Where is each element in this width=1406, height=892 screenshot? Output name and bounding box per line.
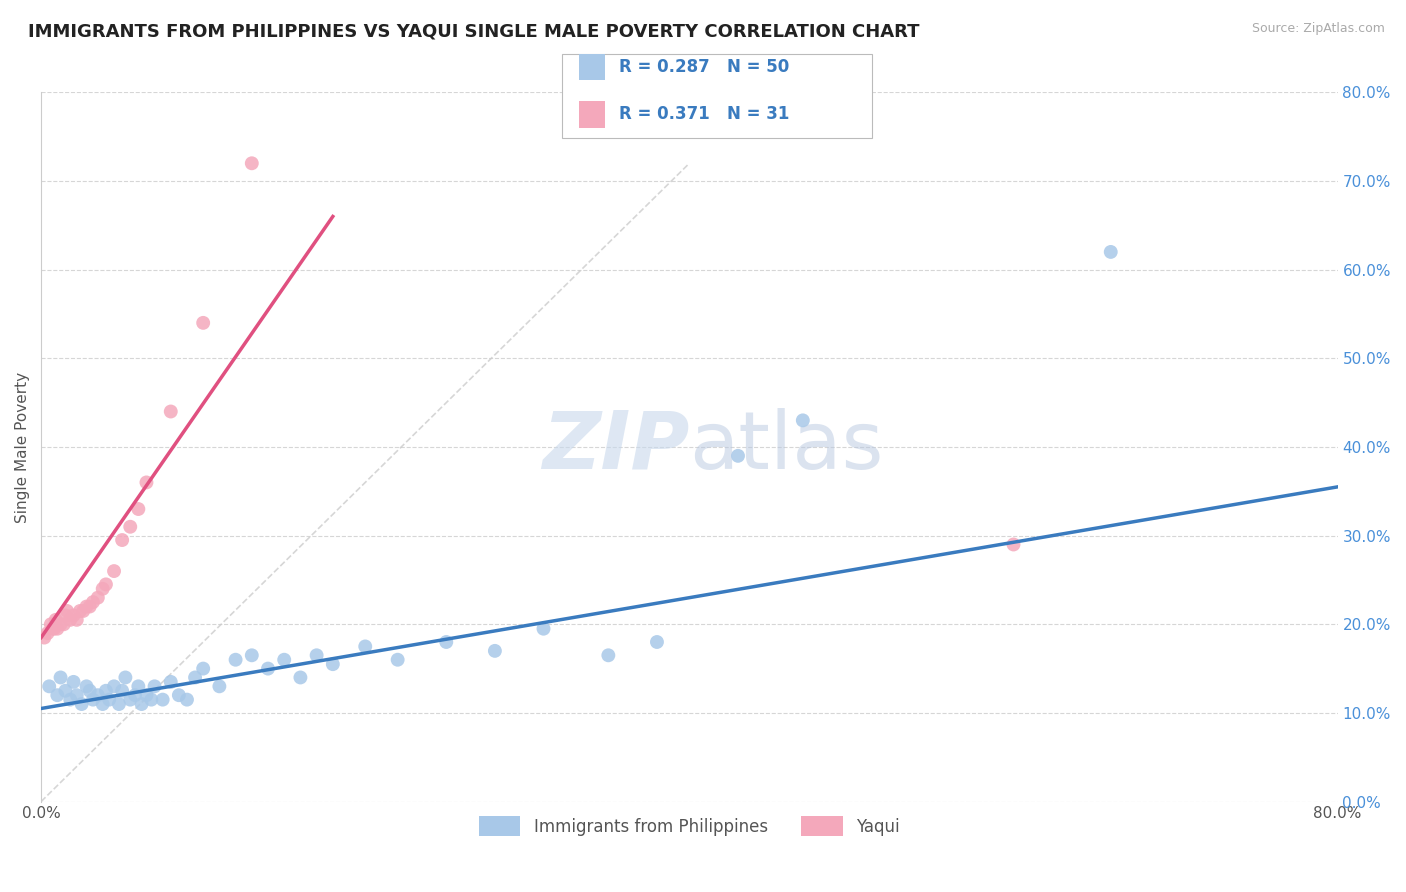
Point [87,591,110,605]
Point [56,604,79,618]
Point [645,635,668,649]
Text: Source: ZipAtlas.com: Source: ZipAtlas.com [1251,22,1385,36]
Point [131,697,153,711]
Point [103,564,125,578]
Point [76,679,98,693]
Point [159,404,181,418]
Point [127,502,149,516]
Point [167,688,190,702]
Point [70,697,93,711]
Point [273,653,295,667]
Point [225,653,247,667]
Point [305,648,328,663]
Point [108,697,131,711]
Point [76,599,98,614]
Point [387,653,409,667]
Point [159,674,181,689]
Point [792,413,814,427]
Text: ZIP: ZIP [541,408,689,486]
Point [72,604,94,618]
Point [533,622,555,636]
Point [66,688,89,702]
Point [91,697,114,711]
Point [82,595,104,609]
Point [94,577,117,591]
Point [52,617,75,632]
Point [69,604,91,618]
Point [434,635,457,649]
Point [120,520,142,534]
Point [55,608,77,623]
Point [290,670,312,684]
Point [257,662,280,676]
Text: R = 0.287   N = 50: R = 0.287 N = 50 [619,58,789,76]
Point [49,617,72,632]
Point [322,657,344,672]
Legend: Immigrants from Philippines, Yaqui: Immigrants from Philippines, Yaqui [472,809,907,843]
Point [240,648,263,663]
Point [354,640,377,654]
Point [39,617,62,632]
Point [38,679,60,693]
Point [111,683,134,698]
Point [98,692,121,706]
Point [141,692,163,706]
Text: IMMIGRANTS FROM PHILIPPINES VS YAQUI SINGLE MALE POVERTY CORRELATION CHART: IMMIGRANTS FROM PHILIPPINES VS YAQUI SIN… [28,22,920,40]
Point [193,316,215,330]
Point [111,533,134,547]
Point [1099,244,1122,259]
Point [135,688,157,702]
Point [484,644,506,658]
Point [598,648,620,663]
Point [46,688,69,702]
Point [82,692,104,706]
Point [37,626,59,640]
Point [143,679,166,693]
Point [240,156,263,170]
Text: R = 0.371   N = 31: R = 0.371 N = 31 [619,105,789,123]
Point [45,613,67,627]
Point [59,613,82,627]
Point [42,622,65,636]
Point [94,683,117,698]
Point [62,608,84,623]
Point [34,631,56,645]
Point [176,692,198,706]
Point [184,670,207,684]
Point [87,688,110,702]
Point [152,692,174,706]
Point [135,475,157,490]
Point [727,449,749,463]
Point [62,674,84,689]
Point [41,622,63,636]
Point [66,613,89,627]
Point [124,688,146,702]
Point [103,679,125,693]
Point [79,683,101,698]
Point [127,679,149,693]
Point [193,662,215,676]
Point [49,670,72,684]
Y-axis label: Single Male Poverty: Single Male Poverty [15,371,30,523]
Point [120,692,142,706]
Point [208,679,231,693]
Point [1002,537,1025,551]
Point [46,622,69,636]
Point [59,692,82,706]
Point [79,599,101,614]
Point [114,670,136,684]
Point [55,683,77,698]
Text: atlas: atlas [689,408,884,486]
Point [91,582,114,596]
